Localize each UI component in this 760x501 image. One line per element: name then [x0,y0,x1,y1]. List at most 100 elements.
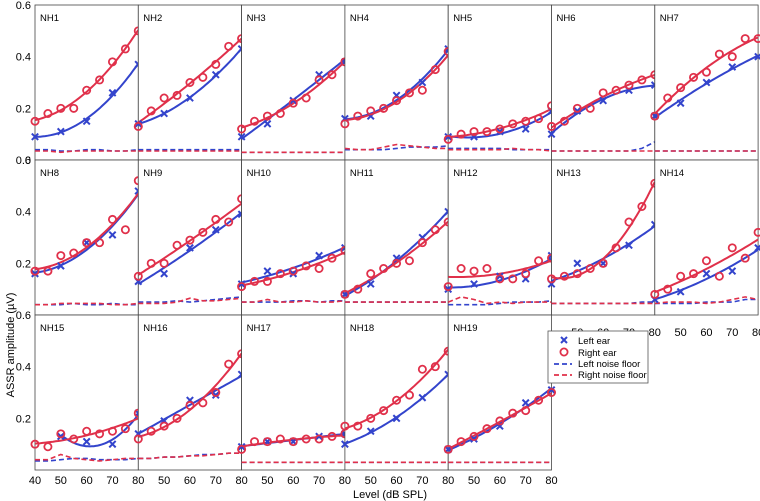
right-ear-point [559,116,569,126]
left-ear-point [237,442,246,451]
right-ear-point [585,103,595,113]
right-ear-point [650,111,660,121]
right-ear-point [82,426,92,436]
panel-label: NH2 [143,13,162,24]
y-tick-label: 0.6 [16,155,31,167]
panel-nh11: NH11 [340,159,453,316]
panel-nh15: NH15 [30,314,143,471]
panel-nh5: NH5 [443,4,557,161]
right-ear-point [495,416,505,426]
right-ear-point [250,437,260,447]
right-ear-point [224,41,234,51]
right-ear-point [340,119,350,129]
x-tick-label: 50 [261,475,273,487]
panel-nh12: NH12 [443,159,557,316]
left-ear-point [495,272,504,281]
y-axis-title: ASSR amplitude (µV) [5,293,17,398]
y-tick-label: 0.4 [16,52,31,64]
right-ear-point [211,387,221,397]
left-ear-point [56,127,65,136]
right-noise-floor-line [448,147,552,152]
panel-label: NH16 [143,323,167,334]
panel-label: NH11 [350,168,374,179]
left-noise-floor-line [35,148,139,152]
right-ear-point [495,274,505,284]
left-ear-fit-curve [448,257,552,289]
panel-nh18: NH18 [340,314,453,471]
right-ear-point [185,78,195,88]
panel-label: NH8 [40,168,59,179]
left-ear-point [470,280,478,288]
right-ear-point [482,263,492,273]
right-ear-point [740,34,750,44]
right-ear-point [547,121,557,131]
right-ear-point [288,266,298,276]
right-ear-point [133,121,143,131]
right-ear-point [146,258,156,268]
right-ear-point [366,106,376,116]
panel-frame [344,4,449,161]
x-tick-label: 60 [81,475,93,487]
x-tick-label: 70 [520,475,532,487]
left-ear-point [160,269,169,278]
right-ear-point [379,263,389,273]
right-ear-point [95,238,105,248]
x-tick-label: 80 [339,475,351,487]
right-ear-point [185,235,195,245]
right-ear-point [120,225,130,235]
right-ear-point [404,390,414,400]
panel-nh6: NH6 [547,4,660,161]
left-ear-point [444,132,453,141]
right-ear-point [430,362,440,372]
left-ear-point [625,241,633,250]
left-ear-point [521,398,530,407]
right-ear-point [237,444,247,454]
right-ear-point [340,421,350,431]
right-ear-point [262,276,272,286]
right-ear-point [714,49,724,59]
legend-entry-right-noise: Right noise floor [554,370,647,381]
right-ear-point [82,238,92,248]
x-tick-label: 60 [184,475,196,487]
right-ear-point [379,103,389,113]
left-ear-point [263,119,272,128]
left-ear-point [237,280,246,288]
x-tick-label: 70 [313,475,325,487]
left-noise-floor-line [448,147,552,151]
right-ear-point [637,201,647,211]
right-ear-point [547,274,557,284]
right-ear-point [95,75,105,85]
right-ear-point [314,434,324,444]
right-ear-point [107,214,117,224]
right-ear-point [198,227,208,237]
right-ear-point [417,85,427,95]
left-ear-point [31,132,39,141]
right-noise-floor-line [35,453,139,462]
x-tick-label: 60 [390,475,402,487]
panel-frame [34,159,139,316]
right-ear-point [392,395,402,405]
right-ear-point [314,263,324,273]
right-noise-floor-line [344,143,449,151]
right-ear-point [585,263,595,273]
left-ear-point [573,259,582,268]
right-ear-point [353,421,363,431]
x-tick-label: 60 [700,327,712,339]
right-ear-point [430,225,440,235]
left-ear-point [573,107,582,115]
right-ear-point [301,434,311,444]
left-ear-point [340,440,349,449]
right-ear-fit-curve [448,259,552,278]
panel-nh14: NH14 [650,159,760,316]
left-ear-point [470,435,478,443]
right-noise-floor-line [35,150,139,154]
right-ear-point [404,256,414,266]
x-tick-label: 50 [365,475,377,487]
right-noise-floor-line [138,452,242,460]
panel-nh8: NH8 [30,159,143,316]
right-ear-point [482,127,492,137]
right-ear-point [482,424,492,434]
right-ear-point [327,431,337,441]
right-ear-point [172,90,182,100]
x-tick-label: 50 [468,475,480,487]
